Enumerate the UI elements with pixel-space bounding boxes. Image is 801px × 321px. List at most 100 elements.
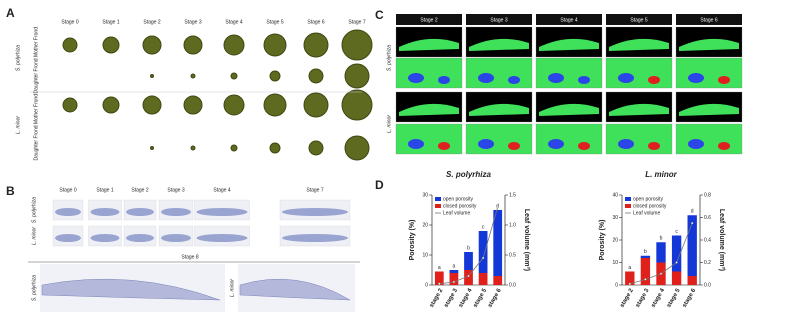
stage-header: Stage 3 <box>490 17 507 23</box>
frond <box>308 68 324 84</box>
bar-segment <box>640 258 651 285</box>
frond <box>341 29 373 61</box>
frond-label: Daughter Frond <box>33 58 39 93</box>
leaf-scan <box>609 38 669 51</box>
x-tick-label: stage 6 <box>682 287 698 308</box>
x-tick-label: stage 3 <box>443 287 459 308</box>
bar-segment <box>449 273 459 285</box>
bar-segment <box>449 270 459 273</box>
bar-segment <box>493 276 503 285</box>
x-tick-label: stage 2 <box>429 287 445 308</box>
leaf-scan <box>399 103 459 116</box>
frond <box>269 70 281 82</box>
y2-tick-label: 1.5 <box>509 192 516 198</box>
significance-label: a <box>628 265 631 271</box>
leaf-scan <box>679 103 739 116</box>
stage-header: Stage 2 <box>143 19 160 25</box>
x-tick-label: stage 5 <box>666 287 682 308</box>
frond <box>344 135 370 161</box>
leaf-scan <box>609 103 669 116</box>
frond <box>263 33 287 57</box>
frond-label: Daughter Frond <box>33 125 39 160</box>
stage-header: Stage 2 <box>420 17 437 23</box>
scan-image <box>535 123 603 155</box>
frond <box>308 140 324 156</box>
significance-label: b <box>660 236 663 242</box>
stage-header: Stage 1 <box>102 19 119 25</box>
tissue <box>90 234 120 242</box>
tissue <box>55 208 81 216</box>
stage-header: Stage 0 <box>59 187 76 193</box>
y2-tick-label: 0.0 <box>704 282 711 288</box>
frond <box>102 96 120 114</box>
line-point <box>438 282 441 286</box>
stage-header: Stage 4 <box>213 187 230 193</box>
line-point <box>496 205 499 209</box>
bar-segment <box>687 215 697 276</box>
stage-header: Stage 6 <box>307 19 324 25</box>
frond-label: Mother Frond <box>33 27 39 57</box>
tissue <box>41 278 221 301</box>
y-tick-label: 20 <box>422 222 428 228</box>
pore <box>408 73 424 83</box>
scan-image <box>395 123 463 155</box>
tissue <box>282 208 348 216</box>
frond <box>344 63 370 89</box>
bar-segment <box>434 271 444 285</box>
significance-label: c <box>482 224 485 230</box>
frond <box>142 35 162 55</box>
pore <box>648 142 660 150</box>
pore <box>578 76 590 84</box>
frond <box>269 142 281 154</box>
legend-swatch <box>625 197 631 201</box>
leaf-scan <box>679 38 739 51</box>
pore <box>688 73 704 83</box>
frond <box>303 32 329 58</box>
stage-header-box <box>536 14 602 25</box>
species-label: L. minor <box>229 279 235 297</box>
species-label: L. minor <box>386 115 392 133</box>
pore <box>478 139 494 149</box>
y-tick-label: 0 <box>615 282 618 288</box>
tissue <box>239 278 351 301</box>
legend-label: open porosity <box>633 196 664 202</box>
bar-segment <box>478 231 488 273</box>
bar-segment <box>656 242 666 263</box>
y2-tick-label: 0.0 <box>509 282 516 288</box>
pore <box>408 139 424 149</box>
panel-label: B <box>6 184 15 198</box>
x-tick-label: stage 4 <box>458 287 474 308</box>
pore <box>618 73 634 83</box>
stage-header: Stage 7 <box>306 187 323 193</box>
tissue <box>126 208 154 216</box>
x-tick-label: stage 4 <box>651 287 667 308</box>
panel-label: D <box>375 178 384 192</box>
frond <box>142 95 162 115</box>
line-point <box>452 280 456 284</box>
tissue <box>161 208 191 216</box>
significance-label: a <box>453 263 456 269</box>
species-label: S. polyrhiza <box>31 275 37 301</box>
legend-swatch <box>435 204 441 208</box>
significance-label: c <box>675 229 678 235</box>
frond <box>223 94 245 116</box>
pore <box>438 76 450 84</box>
legend-label: Leaf volume <box>443 210 470 216</box>
bar-segment <box>464 270 473 285</box>
line-point <box>690 221 694 225</box>
legend-label: Leaf volume <box>633 210 660 216</box>
legend-label: open porosity <box>443 196 474 202</box>
tissue <box>126 234 154 242</box>
y-tick-label: 30 <box>612 215 618 221</box>
stage-header-box <box>606 14 672 25</box>
stage-header-box <box>396 14 462 25</box>
stage-header: Stage 8 <box>181 254 198 260</box>
leaf-scan <box>539 103 599 116</box>
legend-swatch <box>625 204 631 208</box>
y-axis-label: Porosity (%) <box>599 220 606 261</box>
y-tick-label: 0 <box>425 282 428 288</box>
pore <box>718 142 730 150</box>
x-tick-label: stage 3 <box>635 287 651 308</box>
bar-segment <box>464 252 473 270</box>
pore <box>718 76 730 84</box>
